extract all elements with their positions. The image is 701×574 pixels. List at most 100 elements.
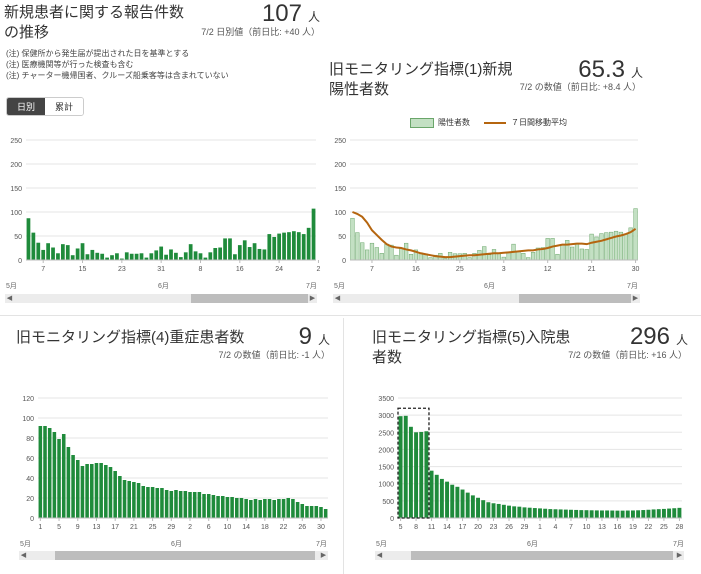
p2-scroll-thumb[interactable] bbox=[519, 294, 631, 303]
p4-scroll-thumb[interactable] bbox=[411, 551, 673, 560]
p2-scrollbar[interactable]: ◀ ▶ bbox=[333, 294, 640, 303]
p3-subtitle: 7/2 の数値（前日比: -1 人） bbox=[218, 350, 330, 360]
p3-scroll-thumb[interactable] bbox=[55, 551, 315, 560]
x-tick-label: 10 bbox=[224, 524, 232, 531]
tab-daily[interactable]: 日別 bbox=[7, 98, 46, 115]
bar bbox=[75, 460, 80, 518]
bar bbox=[476, 497, 480, 518]
bar bbox=[183, 491, 188, 518]
bar bbox=[178, 257, 183, 260]
bar bbox=[100, 253, 105, 260]
x-tick-label: 13 bbox=[93, 524, 101, 531]
p4-value-unit: 人 bbox=[675, 333, 688, 347]
x-tick-label: 16 bbox=[412, 266, 420, 273]
p3-scrollbar[interactable]: ◀ ▶ bbox=[19, 551, 328, 560]
bar bbox=[220, 496, 225, 518]
bar bbox=[80, 243, 85, 260]
p4-subtitle: 7/2 の数値（前日比: +16 人） bbox=[568, 350, 687, 360]
bar bbox=[71, 455, 75, 518]
x-tick-label: 12 bbox=[544, 266, 552, 273]
x-tick-label: 17 bbox=[111, 524, 119, 531]
bar bbox=[160, 488, 164, 518]
bar bbox=[470, 495, 475, 518]
p2-scroll-right-icon[interactable]: ▶ bbox=[632, 295, 639, 302]
bar bbox=[623, 233, 628, 261]
bar bbox=[610, 510, 615, 518]
p4-scroll-right-icon[interactable]: ▶ bbox=[676, 552, 683, 559]
p3-scroll-left-icon[interactable]: ◀ bbox=[20, 552, 27, 559]
p2-scroll-left-icon[interactable]: ◀ bbox=[334, 295, 341, 302]
p1-scroll-left-icon[interactable]: ◀ bbox=[6, 295, 13, 302]
x-tick-label: 7 bbox=[569, 524, 573, 531]
p3-title: 旧モニタリング指標(4)重症患者数 bbox=[16, 329, 245, 346]
x-tick-label: 30 bbox=[317, 524, 325, 531]
bar bbox=[609, 231, 614, 261]
bar bbox=[434, 474, 439, 518]
bar bbox=[105, 257, 109, 260]
bar bbox=[379, 253, 384, 261]
tab-cumulative[interactable]: 累計 bbox=[45, 98, 84, 115]
bar bbox=[85, 254, 90, 260]
bar bbox=[579, 510, 584, 518]
bar bbox=[487, 254, 492, 261]
bar bbox=[394, 254, 399, 261]
bar bbox=[108, 467, 113, 518]
bar bbox=[154, 250, 159, 260]
x-tick-label: 20 bbox=[474, 524, 482, 531]
bar bbox=[641, 510, 646, 518]
x-tick-label: 10 bbox=[583, 524, 591, 531]
p1-scroll-right-icon[interactable]: ▶ bbox=[309, 295, 316, 302]
p2-chart: 0 50 100 150 200 250 7 16 25 3 12 21 30 bbox=[334, 138, 639, 273]
bar bbox=[584, 249, 589, 261]
bar bbox=[404, 242, 409, 261]
bar bbox=[292, 231, 296, 260]
bar bbox=[584, 510, 589, 518]
p1-subtitle: 7/2 日別値（前日比: +40 人） bbox=[201, 27, 320, 37]
bar bbox=[124, 252, 129, 260]
y-tick-label: 50 bbox=[14, 234, 22, 241]
bar bbox=[605, 510, 610, 518]
bar bbox=[594, 236, 599, 261]
bar bbox=[174, 252, 178, 260]
y-tick-label: 0 bbox=[342, 258, 346, 265]
p1-scroll-thumb[interactable] bbox=[191, 294, 308, 303]
bar bbox=[295, 502, 300, 518]
bar bbox=[517, 506, 522, 518]
bar bbox=[460, 489, 465, 518]
bar bbox=[247, 247, 252, 260]
bar bbox=[216, 496, 220, 518]
x-tick-label: 1 bbox=[538, 524, 542, 531]
bar bbox=[282, 232, 286, 260]
bar bbox=[491, 249, 497, 261]
x-tick-label: 23 bbox=[118, 266, 126, 273]
x-tick-label: 7 bbox=[41, 266, 45, 273]
bar bbox=[235, 498, 239, 518]
bar bbox=[203, 257, 208, 260]
bar bbox=[110, 255, 114, 260]
x-tick-label: 28 bbox=[676, 524, 684, 531]
bar bbox=[197, 492, 202, 518]
x-tick-label: 8 bbox=[414, 524, 418, 531]
bar bbox=[501, 504, 506, 518]
bar bbox=[218, 247, 223, 260]
p1-scrollbar[interactable]: ◀ ▶ bbox=[5, 294, 317, 303]
bar bbox=[174, 490, 178, 518]
bar bbox=[301, 234, 306, 260]
bar bbox=[127, 481, 131, 518]
x-tick-label: 17 bbox=[459, 524, 467, 531]
p1-value-unit: 人 bbox=[307, 10, 320, 24]
y-tick-label: 40 bbox=[26, 476, 34, 483]
p3-scroll-right-icon[interactable]: ▶ bbox=[320, 552, 327, 559]
bar bbox=[550, 238, 555, 261]
p4-scroll-left-icon[interactable]: ◀ bbox=[376, 552, 383, 559]
bar bbox=[589, 510, 594, 518]
bar bbox=[636, 510, 641, 518]
bar bbox=[41, 249, 46, 260]
bar bbox=[291, 499, 295, 518]
bar bbox=[258, 500, 262, 518]
bar bbox=[555, 253, 560, 261]
bar bbox=[134, 253, 139, 260]
y-tick-label: 120 bbox=[22, 396, 34, 403]
p4-scrollbar[interactable]: ◀ ▶ bbox=[375, 551, 684, 560]
